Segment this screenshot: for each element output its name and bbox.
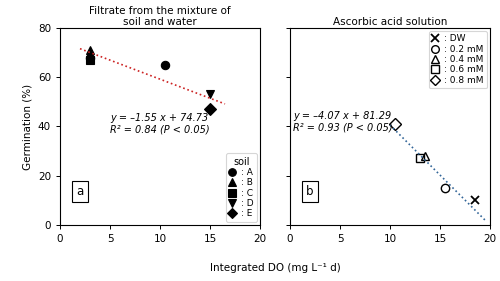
Legend: : DW, : 0.2 mM, : 0.4 mM, : 0.6 mM, : 0.8 mM: : DW, : 0.2 mM, : 0.4 mM, : 0.6 mM, : 0.…: [429, 31, 488, 89]
Legend: : A, : B, : C, : D, : E: : A, : B, : C, : D, : E: [226, 153, 258, 222]
Text: y = –4.07 x + 81.29
R² = 0.93 (P < 0.05): y = –4.07 x + 81.29 R² = 0.93 (P < 0.05): [293, 111, 392, 132]
Text: Integrated DO (mg L⁻¹ d): Integrated DO (mg L⁻¹ d): [210, 262, 340, 273]
Text: b: b: [306, 185, 314, 198]
Y-axis label: Germination (%): Germination (%): [22, 83, 32, 169]
Title: Filtrate from the mixture of
soil and water: Filtrate from the mixture of soil and wa…: [89, 6, 231, 27]
Text: y = –1.55 x + 74.73
R² = 0.84 (P < 0.05): y = –1.55 x + 74.73 R² = 0.84 (P < 0.05): [110, 113, 210, 135]
Text: a: a: [76, 185, 84, 198]
Title: Ascorbic acid solution: Ascorbic acid solution: [333, 17, 447, 27]
